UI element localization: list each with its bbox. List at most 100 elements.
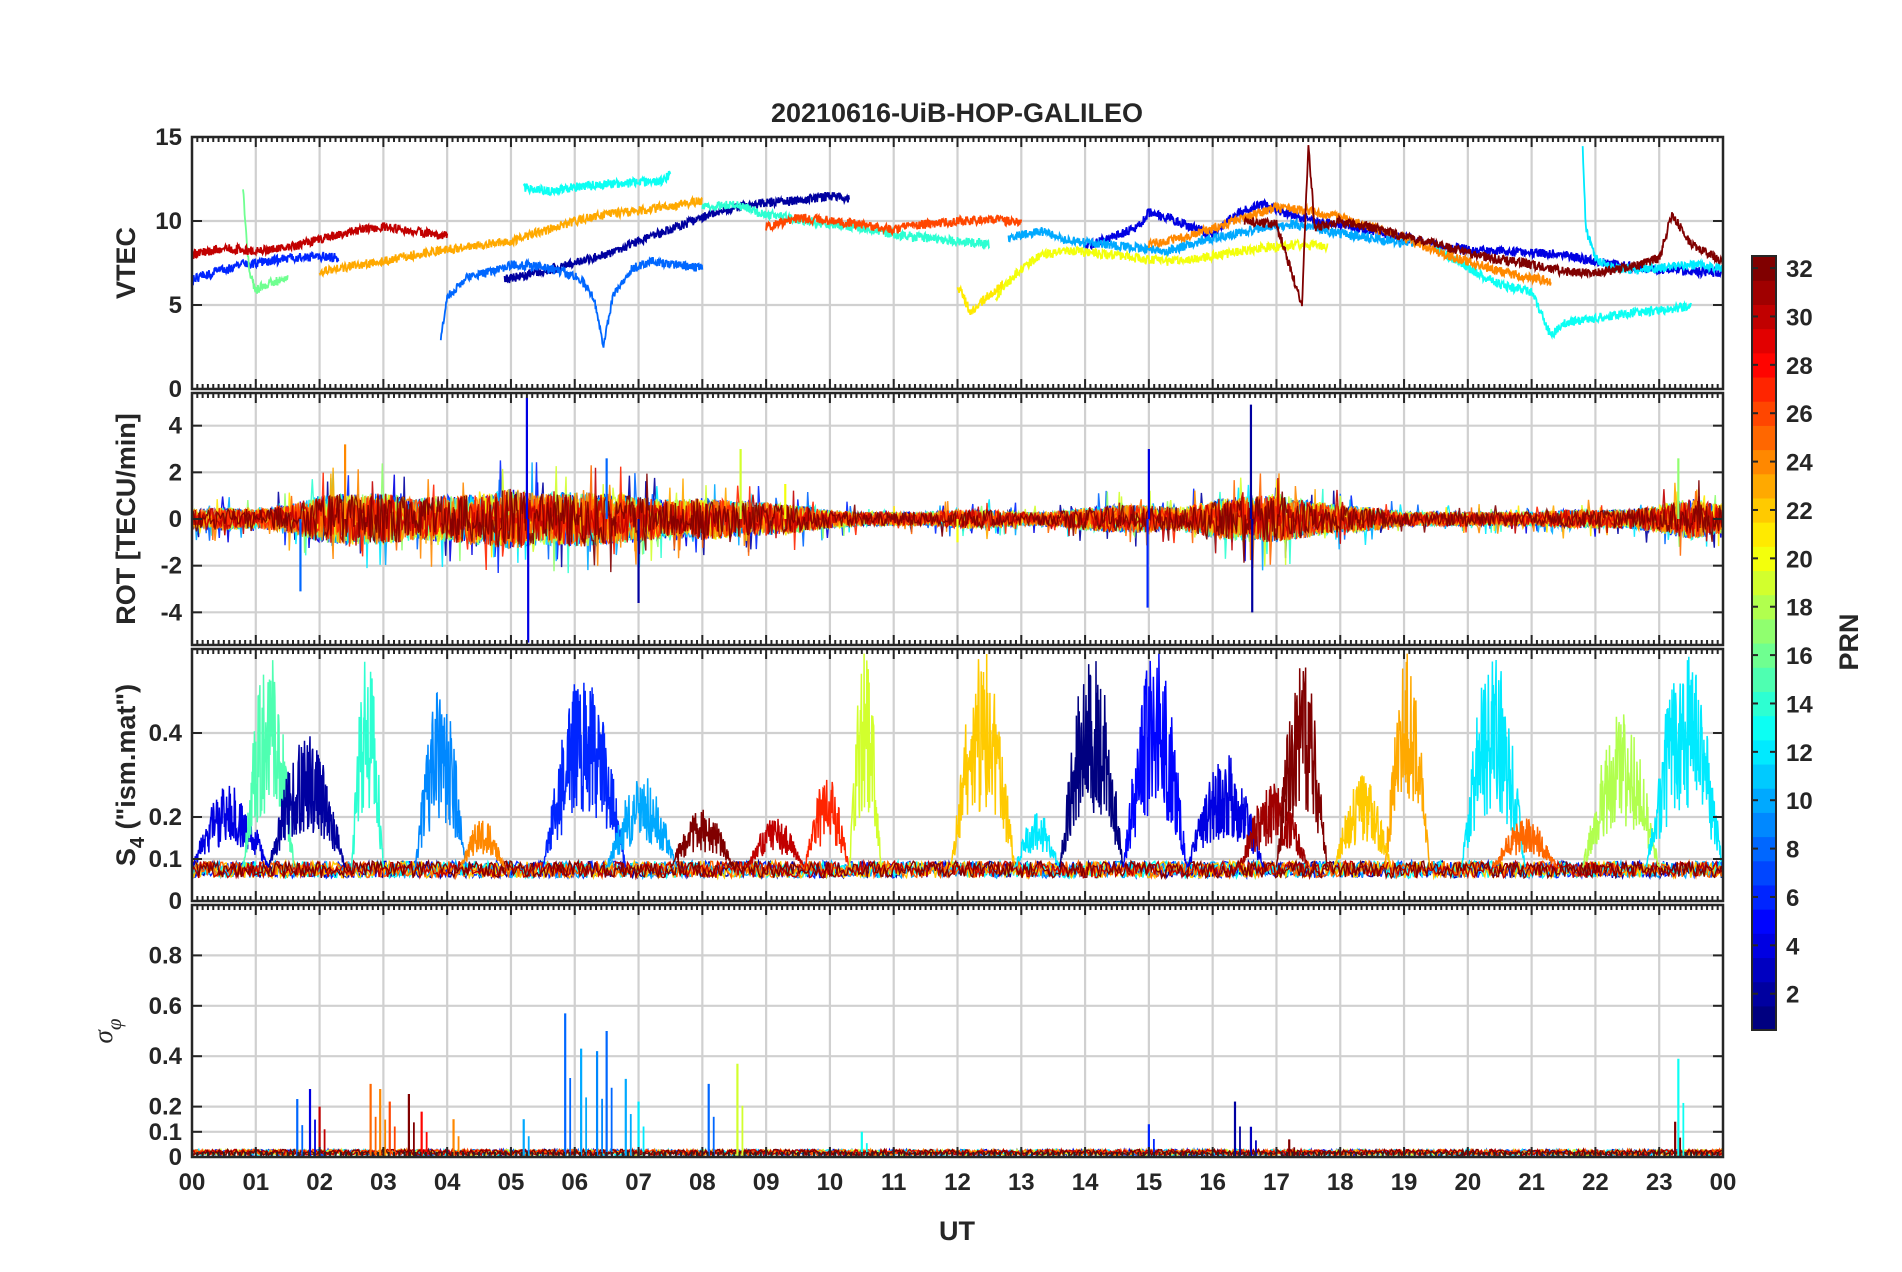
vtec-series-prn-10 [1007,216,1418,257]
s4-axis-label: S4 ("ism.mat") [111,684,149,866]
s4-burst-prn-31 [1237,783,1310,868]
x-tick-label: 11 [881,1169,906,1196]
x-tick-label: 18 [1327,1169,1354,1196]
vtec-y-tick-label: 0 [169,376,182,403]
vtec-series-prn-20 [994,237,1329,302]
colorbar-segment [1752,667,1776,692]
colorbar-segment [1752,957,1776,983]
s4-burst-prn-32 [669,809,735,868]
colorbar-segment [1752,522,1776,547]
rot-y-tick-label: -2 [161,553,182,580]
s4-burst-prn-32 [1275,667,1329,868]
rot-axis-label: ROT [TECU/min] [111,413,141,624]
x-tick-label: 23 [1646,1169,1673,1196]
colorbar-tick-label: 10 [1786,788,1813,815]
chart-title: 20210616-UiB-HOP-GALILEO [771,98,1143,128]
s4-burst-prn-15 [242,660,295,868]
x-tick-label: 20 [1454,1169,1481,1196]
rot-y-tick-label: -4 [161,599,183,626]
sigphi-y-tick-label: 0.4 [149,1043,183,1070]
s4-y-tick-label: 0.1 [149,846,182,873]
colorbar-segment [1752,473,1776,499]
vtec-series-prn-21 [956,280,1004,316]
colorbar-tick-label: 6 [1786,885,1799,912]
s4-burst-prn-9 [414,691,468,868]
s4-burst-prn-5 [1122,653,1188,868]
rot-y-tick-label: 4 [169,413,183,440]
colorbar-segment [1752,376,1776,402]
colorbar-segment [1752,715,1776,741]
x-tick-label: 19 [1391,1169,1418,1196]
s4-y-tick-label: 0.2 [149,804,182,831]
x-tick-label: 12 [944,1169,971,1196]
vtec-series-prn-16 [242,189,289,294]
colorbar-tick-label: 28 [1786,353,1813,380]
colorbar-tick-label: 24 [1786,450,1813,477]
s4-burst-prn-12 [1460,659,1526,868]
colorbar-box [1751,255,1777,1031]
s4-burst-prn-23 [1384,653,1431,868]
sigma-phi-axis-label: σφ [88,1018,126,1043]
colorbar-tick-label: 32 [1786,256,1813,283]
s4-burst-prn-12 [1645,656,1723,868]
colorbar-tick-label: 12 [1786,740,1813,767]
colorbar-segment [1752,280,1776,305]
sigphi-y-tick-label: 0.6 [149,993,182,1020]
sigphi-y-tick-label: 0 [169,1144,182,1171]
x-axis-label: UT [939,1216,975,1246]
vtec-axis-label: VTEC [111,227,141,299]
rot-series-prn-30 [192,467,1723,555]
x-tick-label: 17 [1263,1169,1290,1196]
vtec-y-tick-label: 5 [169,292,182,319]
colorbar-tick-label: 4 [1786,933,1800,960]
colorbar-tick-label: 20 [1786,546,1813,573]
vtec-series-prn-2 [503,191,850,284]
s4-burst-prn-10 [605,778,678,868]
colorbar-tick-label: 18 [1786,595,1813,622]
s4-burst-prn-25 [1492,818,1558,868]
vtec-series-prn-23 [318,194,703,278]
vtec-series-prn-26 [765,212,1023,237]
colorbar-segment [1752,618,1776,644]
s4-baseline-prn-25 [192,858,1723,881]
x-tick-label: 16 [1199,1169,1226,1196]
colorbar-segment [1752,812,1776,838]
colorbar-tick-label: 14 [1786,691,1813,718]
colorbar-tick-label: 22 [1786,498,1813,525]
colorbar-segment [1752,1005,1776,1031]
x-tick-label: 14 [1072,1169,1099,1196]
s4-burst-prn-22 [950,653,1016,868]
s4-y-tick-label: 0 [169,888,182,915]
vtec-y-tick-label: 10 [155,208,182,235]
vtec-series-prn-13 [522,170,672,197]
colorbar-segment [1752,860,1776,886]
x-tick-label: 09 [753,1169,780,1196]
colorbar-tick-label: 26 [1786,401,1813,428]
s4-burst-prn-2 [267,736,346,868]
vtec-series-prn-30 [192,222,449,259]
colorbar-segment [1752,425,1776,451]
s4-y-tick-label: 0.4 [149,720,183,747]
s4-burst-prn-14 [350,661,385,868]
x-tick-label: 10 [817,1169,844,1196]
sigphi-y-tick-label: 0.8 [149,942,182,969]
x-tick-label: 00 [179,1169,206,1196]
x-tick-label: 01 [242,1169,269,1196]
x-tick-label: 02 [306,1169,333,1196]
sigphi-y-tick-label: 0.1 [149,1119,182,1146]
s4-burst-prn-27 [803,779,850,868]
x-tick-label: 15 [1136,1169,1163,1196]
rot-y-tick-label: 0 [169,506,182,533]
colorbar-tick-label: 8 [1786,837,1799,864]
colorbar-tick-label: 30 [1786,304,1813,331]
x-tick-label: 21 [1518,1169,1545,1196]
s4-burst-prn-30 [746,818,806,868]
vtec-series-prn-24 [1148,201,1552,287]
vtec-y-tick-label: 15 [155,124,182,151]
x-tick-label: 08 [689,1169,716,1196]
s4-plot-area [192,653,1723,881]
colorbar-tick-label: 2 [1786,982,1799,1009]
x-tick-label: 07 [625,1169,652,1196]
